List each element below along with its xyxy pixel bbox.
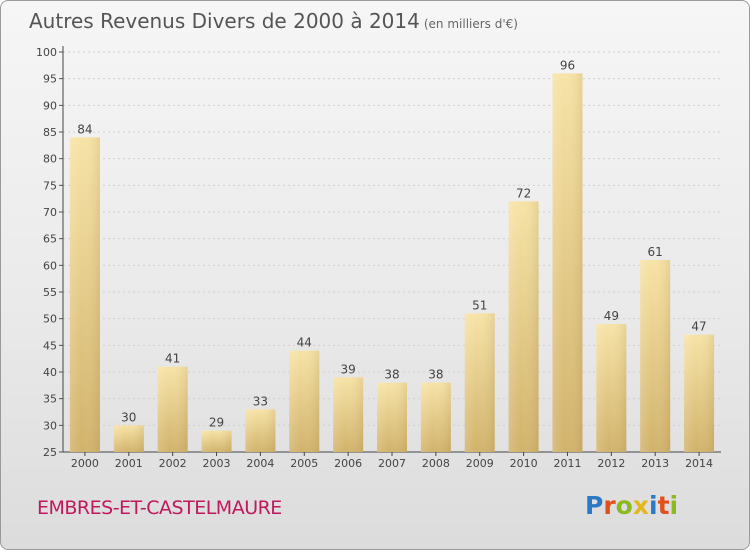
value-label: 72 bbox=[516, 186, 531, 200]
value-label: 51 bbox=[472, 298, 487, 312]
value-label: 33 bbox=[253, 394, 268, 408]
value-label: 39 bbox=[340, 362, 355, 376]
bar-shade bbox=[201, 430, 232, 452]
y-tick-label: 45 bbox=[43, 339, 57, 352]
bar-shade bbox=[640, 260, 671, 452]
bar-shade bbox=[552, 73, 583, 452]
x-tick-label: 2008 bbox=[422, 457, 450, 470]
y-tick-label: 70 bbox=[43, 206, 57, 219]
y-tick-label: 85 bbox=[43, 126, 57, 139]
x-tick-label: 2003 bbox=[203, 457, 231, 470]
value-labels: 84 30 41 29 33 44 39 38 38 51 72 96 49 61 47 bbox=[77, 58, 706, 429]
x-tick-label: 2002 bbox=[159, 457, 187, 470]
x-tick-label: 2010 bbox=[510, 457, 538, 470]
x-tick-label: 2011 bbox=[553, 457, 581, 470]
value-label: 41 bbox=[165, 352, 180, 366]
y-tick-label: 100 bbox=[36, 46, 57, 59]
value-label: 47 bbox=[691, 320, 706, 334]
logo-letter: x bbox=[632, 491, 649, 520]
logo-letter: i bbox=[649, 491, 658, 520]
bar-shade bbox=[684, 334, 715, 452]
logo-letter: i bbox=[669, 491, 679, 520]
value-label: 84 bbox=[77, 122, 92, 136]
y-tick-label: 80 bbox=[43, 153, 57, 166]
x-tick-label: 2006 bbox=[334, 457, 362, 470]
bar-shade bbox=[69, 137, 100, 453]
bar-shade bbox=[245, 409, 276, 452]
axes: 25 30 35 40 45 50 55 60 65 70 75 80 85 90 95 100 2000 200… bbox=[36, 46, 721, 470]
logo-letter: r bbox=[603, 491, 616, 520]
y-tick-label: 75 bbox=[43, 179, 57, 192]
bars bbox=[69, 73, 715, 453]
bar-shade bbox=[596, 324, 627, 452]
bar-shade bbox=[464, 313, 495, 452]
value-label: 29 bbox=[209, 416, 224, 430]
y-tick-label: 30 bbox=[43, 419, 57, 432]
bar-shade bbox=[289, 350, 320, 452]
x-tick-label: 2009 bbox=[466, 457, 494, 470]
commune-name: EMBRES-ET-CASTELMAURE bbox=[37, 497, 282, 519]
logo-letter: t bbox=[657, 491, 670, 520]
bar-shade bbox=[113, 425, 144, 452]
value-label: 49 bbox=[604, 309, 619, 323]
value-label: 44 bbox=[297, 336, 312, 350]
bar-shade bbox=[333, 377, 364, 452]
y-tick-label: 25 bbox=[43, 446, 57, 459]
x-tick-label: 2007 bbox=[378, 457, 406, 470]
x-tick-label: 2014 bbox=[685, 457, 713, 470]
value-label: 30 bbox=[121, 410, 136, 424]
y-tick-label: 60 bbox=[43, 259, 57, 272]
y-tick-label: 65 bbox=[43, 233, 57, 246]
y-tick-label: 50 bbox=[43, 313, 57, 326]
y-tick-label: 90 bbox=[43, 99, 57, 112]
chart-subtitle: (en milliers d'€) bbox=[423, 17, 518, 31]
value-label: 61 bbox=[648, 245, 663, 259]
logo-letter: o bbox=[615, 491, 633, 520]
x-tick-label: 2001 bbox=[115, 457, 143, 470]
title-text: Autres Revenus Divers de 2000 à 2014 bbox=[29, 9, 420, 33]
y-tick-label: 55 bbox=[43, 286, 57, 299]
value-label: 38 bbox=[428, 368, 443, 382]
bar-shade bbox=[508, 201, 539, 452]
value-label: 96 bbox=[560, 58, 575, 72]
y-tick-label: 35 bbox=[43, 393, 57, 406]
y-tick-label: 95 bbox=[43, 73, 57, 86]
bar-shade bbox=[420, 382, 451, 452]
x-tick-label: 2004 bbox=[246, 457, 274, 470]
x-tick-label: 2000 bbox=[71, 457, 99, 470]
chart-title: Autres Revenus Divers de 2000 à 2014 (en … bbox=[29, 9, 518, 33]
x-tick-label: 2012 bbox=[597, 457, 625, 470]
logo-letter: P bbox=[585, 491, 604, 520]
bar-shade bbox=[377, 382, 407, 452]
x-tick-label: 2013 bbox=[641, 457, 669, 470]
bar-shade bbox=[157, 366, 188, 452]
x-tick-label: 2005 bbox=[290, 457, 318, 470]
y-tick-label: 40 bbox=[43, 366, 57, 379]
value-label: 38 bbox=[384, 368, 399, 382]
proxiti-logo: Proxiti bbox=[585, 491, 678, 520]
